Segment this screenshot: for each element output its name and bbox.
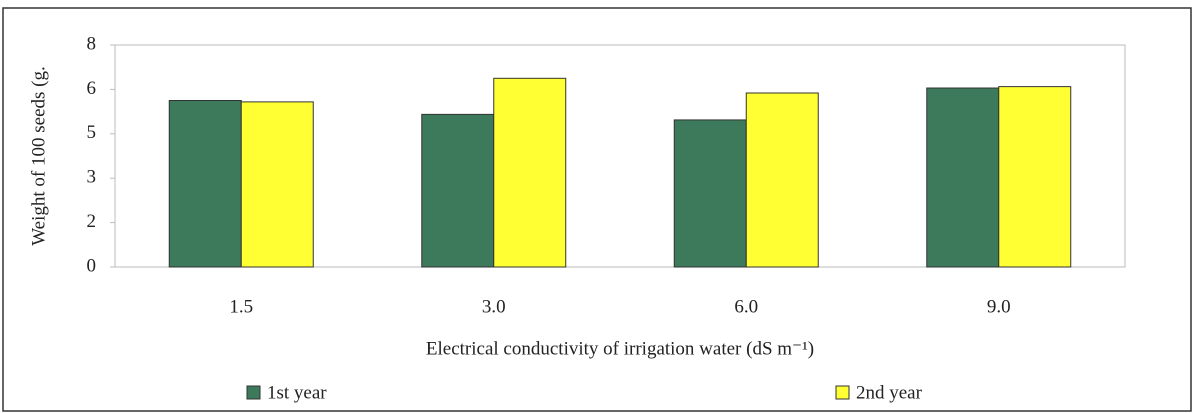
bar	[926, 87, 1000, 268]
y-tick-label: 6	[87, 78, 97, 99]
y-tick-label: 3	[87, 167, 97, 188]
legend-label: 1st year	[267, 382, 327, 403]
x-tick-label: 3.0	[482, 296, 506, 317]
frame	[2, 7, 1192, 412]
bar	[673, 119, 747, 268]
bar	[745, 92, 819, 268]
x-axis-label: Electrical conductivity of irrigation wa…	[426, 338, 814, 359]
y-tick-label: 2	[87, 211, 97, 232]
plot-area	[114, 44, 1126, 268]
y-axis-label: Weight of 100 seeds (g.	[28, 66, 49, 245]
bar	[421, 113, 495, 268]
legend-swatch	[835, 385, 850, 400]
bar	[998, 86, 1072, 268]
bar	[240, 101, 314, 268]
x-tick-label: 1.5	[229, 296, 253, 317]
y-tick-label: 5	[87, 122, 97, 143]
y-tick-label: 8	[87, 33, 97, 54]
x-tick-label: 9.0	[987, 296, 1011, 317]
legend-swatch	[246, 385, 261, 400]
bar	[168, 100, 242, 268]
y-tick-label: 0	[87, 255, 97, 276]
x-tick-label: 6.0	[734, 296, 758, 317]
legend-label: 2nd year	[856, 382, 923, 403]
bar	[493, 77, 567, 268]
